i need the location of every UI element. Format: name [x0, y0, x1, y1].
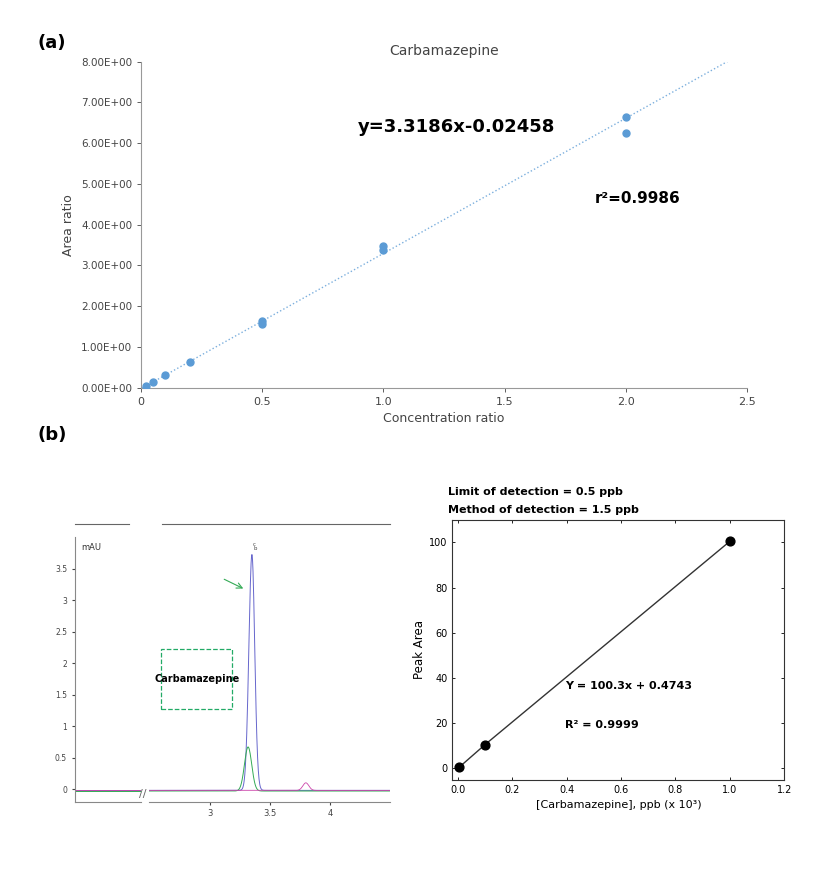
Text: (b): (b) [37, 426, 66, 445]
Point [183, 355, 196, 369]
Point [478, 737, 491, 751]
X-axis label: [Carbamazepine], ppb (x 10³): [Carbamazepine], ppb (x 10³) [535, 800, 701, 811]
Text: //: // [139, 789, 147, 799]
Point [377, 240, 390, 254]
Point [619, 109, 632, 123]
Point [377, 242, 390, 256]
Point [452, 760, 466, 774]
Text: Limit of detection = 0.5 ppb: Limit of detection = 0.5 ppb [448, 487, 623, 497]
Point [256, 315, 269, 329]
X-axis label: Concentration ratio: Concentration ratio [383, 412, 505, 426]
Text: Method of detection = 1.5 ppb: Method of detection = 1.5 ppb [448, 505, 639, 515]
Text: c
b: c b [253, 542, 256, 552]
Text: Y = 100.3x + 0.4743: Y = 100.3x + 0.4743 [565, 681, 692, 691]
Y-axis label: Area ratio: Area ratio [62, 194, 76, 255]
Text: (a): (a) [37, 34, 66, 53]
Point [723, 534, 736, 548]
Y-axis label: Peak Area: Peak Area [413, 620, 427, 679]
Text: y=3.3186x-0.02458: y=3.3186x-0.02458 [358, 118, 555, 136]
Title: Carbamazepine: Carbamazepine [389, 44, 499, 58]
Text: r²=0.9986: r²=0.9986 [595, 191, 681, 206]
Point [147, 375, 160, 389]
FancyBboxPatch shape [161, 649, 232, 708]
Text: mAU: mAU [81, 543, 101, 552]
Text: R² = 0.9999: R² = 0.9999 [565, 720, 639, 729]
Point [159, 368, 172, 382]
Text: Carbamazepine: Carbamazepine [154, 674, 240, 684]
Point [619, 126, 632, 140]
Point [139, 379, 153, 393]
Point [256, 317, 269, 331]
